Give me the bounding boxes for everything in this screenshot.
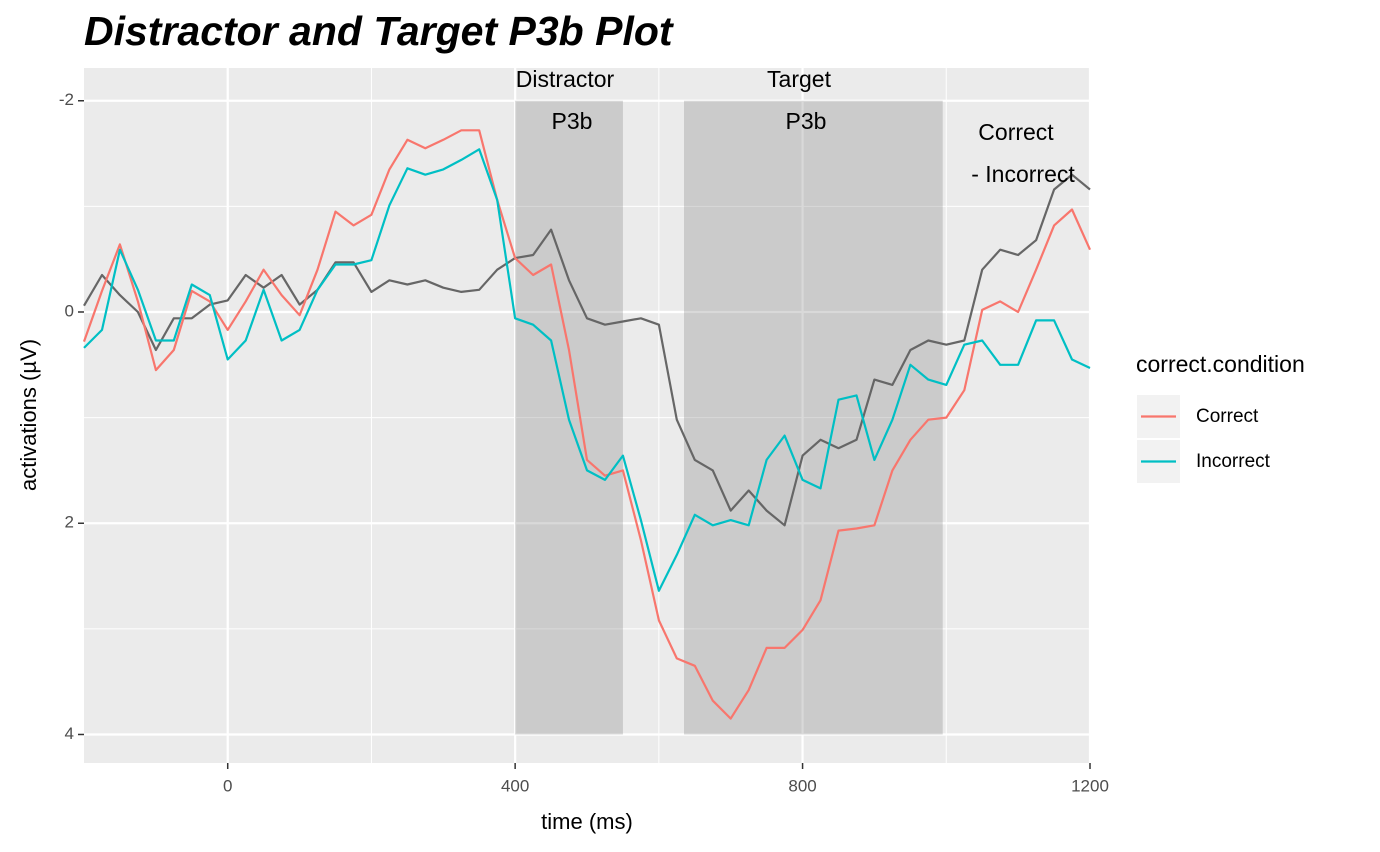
annotation: Distractor [516, 66, 615, 92]
annotation: P3b [552, 108, 593, 134]
panel [84, 68, 1090, 763]
legend-title: correct.condition [1136, 351, 1305, 377]
series-line [83, 148, 1091, 592]
x-tick-label: 0 [223, 776, 232, 795]
annotation: - Incorrect [971, 161, 1075, 187]
y-tick-label: 2 [65, 513, 74, 532]
chart-title: Distractor and Target P3b Plot [84, 8, 675, 54]
legend-label: Correct [1196, 406, 1259, 427]
annotation: P3b [786, 108, 827, 134]
legend-label: Incorrect [1196, 451, 1271, 472]
x-tick-label: 400 [501, 776, 529, 795]
x-axis-title: time (ms) [541, 809, 633, 834]
x-tick-label: 1200 [1071, 776, 1109, 795]
y-tick-label: -2 [59, 90, 74, 109]
difference-line [83, 173, 1091, 527]
shaded-region [684, 100, 943, 735]
plot-area [82, 100, 1092, 735]
annotation: Correct [978, 119, 1054, 145]
series-line [82, 129, 1092, 720]
x-tick-label: 800 [788, 776, 816, 795]
y-tick-label: 4 [65, 724, 74, 743]
y-axis-title: activations (µV) [16, 339, 41, 491]
annotation: Target [767, 66, 832, 92]
y-tick-label: 0 [65, 301, 74, 320]
grid [84, 68, 1092, 763]
